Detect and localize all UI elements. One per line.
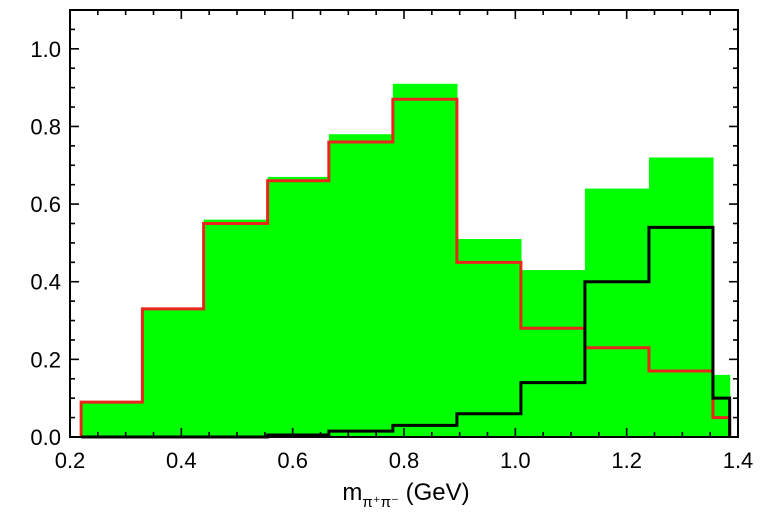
x-axis-label-unit: (GeV) (399, 479, 470, 506)
x-axis-label-main: m (342, 479, 362, 506)
green-bar-4 (328, 134, 394, 437)
green-bar-9 (648, 157, 714, 437)
x-tick-label: 1.0 (500, 448, 531, 473)
y-tick-label: 0.4 (30, 270, 61, 295)
x-tick-label: 0.8 (389, 448, 420, 473)
y-tick-label: 0.6 (30, 192, 61, 217)
x-axis-label-subscript: π⁺π⁻ (362, 494, 399, 511)
red-step-line (79, 97, 732, 437)
red-step-series (79, 97, 732, 437)
x-tick-label: 1.4 (723, 448, 754, 473)
filled-series (81, 83, 731, 437)
tick-labels: 0.2 0.4 0.6 0.8 1.0 1.2 1.40.00.20.40.60.81.0 (30, 37, 753, 473)
green-bar-8 (584, 188, 650, 437)
plot-frame (69, 9, 739, 438)
green-bar-7 (520, 270, 586, 437)
green-bar-2 (203, 219, 269, 437)
x-tick-label: 1.2 (611, 448, 642, 473)
green-bar-0 (81, 402, 143, 437)
x-tick-label: 0.6 (277, 448, 308, 473)
green-bar-10 (712, 374, 731, 437)
y-tick-label: 0.0 (30, 425, 61, 450)
green-bar-5 (392, 83, 458, 437)
y-tick-label: 0.2 (30, 347, 61, 372)
x-tick-label: 0.4 (166, 448, 197, 473)
green-bar-1 (142, 308, 205, 437)
green-bar-3 (267, 176, 330, 437)
x-tick-label: 0.2 (55, 448, 86, 473)
y-tick-label: 0.8 (30, 114, 61, 139)
y-tick-label: 1.0 (30, 37, 61, 62)
x-axis-label: mπ⁺π⁻ (GeV) (342, 479, 469, 511)
green-bar-6 (456, 239, 522, 437)
